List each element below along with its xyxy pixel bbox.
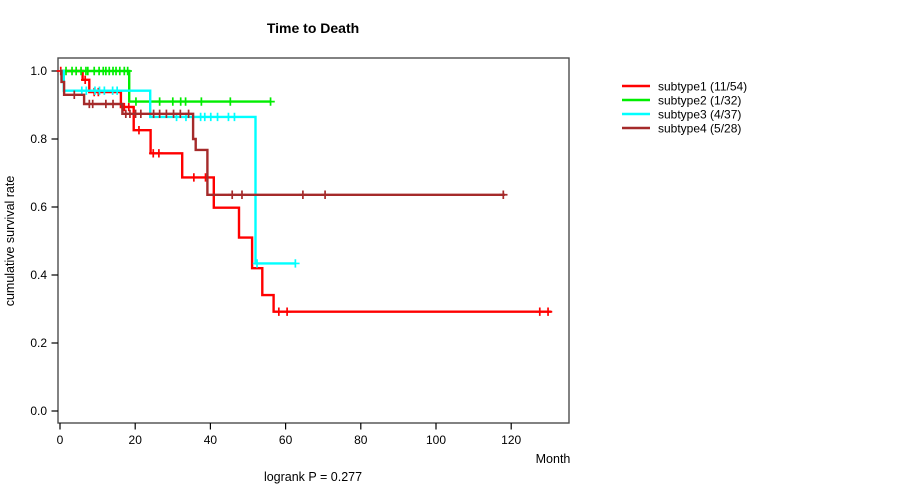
legend-label: subtype2 (1/32)	[658, 94, 741, 108]
legend-label: subtype3 (4/37)	[658, 108, 741, 122]
censor-marks	[61, 66, 275, 106]
censor-marks	[70, 90, 508, 199]
survival-curve	[60, 69, 552, 313]
legend-item: subtype2 (1/32)	[622, 94, 741, 108]
x-tick-label: 40	[204, 433, 218, 447]
survival-curves	[56, 66, 553, 316]
x-tick-label: 20	[129, 433, 143, 447]
legend-item: subtype3 (4/37)	[622, 108, 741, 122]
logrank-annotation: logrank P = 0.277	[264, 470, 362, 484]
x-tick-label: 80	[354, 433, 368, 447]
x-axis-label: Month	[536, 452, 571, 466]
censor-marks	[77, 86, 300, 268]
survival-curve	[60, 69, 505, 196]
legend-item: subtype4 (5/28)	[622, 122, 741, 136]
legend: subtype1 (11/54)subtype2 (1/32)subtype3 …	[622, 80, 747, 136]
censor-marks	[56, 66, 553, 316]
chart-title: Time to Death	[267, 20, 359, 36]
x-tick-label: 0	[57, 433, 64, 447]
y-axis: 0.0 0.2 0.4 0.6 0.8 1.0	[30, 64, 58, 418]
y-tick-label: 0.6	[30, 200, 47, 214]
y-tick-label: 0.4	[30, 268, 47, 282]
y-tick-label: 0.0	[30, 404, 47, 418]
x-axis: 0 20 40 60 80 100 120	[57, 423, 522, 447]
legend-label: subtype1 (11/54)	[658, 80, 747, 94]
legend-label: subtype4 (5/28)	[658, 122, 741, 136]
x-tick-label: 120	[501, 433, 521, 447]
plot-border	[57, 57, 570, 424]
x-tick-label: 60	[279, 433, 293, 447]
y-tick-label: 1.0	[30, 64, 47, 78]
survival-curve	[60, 69, 296, 265]
y-tick-label: 0.2	[30, 336, 47, 350]
y-axis-label: cumulative survival rate	[3, 176, 17, 307]
survival-curve	[60, 69, 271, 103]
legend-item: subtype1 (11/54)	[622, 80, 747, 94]
x-tick-label: 100	[426, 433, 446, 447]
y-tick-label: 0.8	[30, 132, 47, 146]
